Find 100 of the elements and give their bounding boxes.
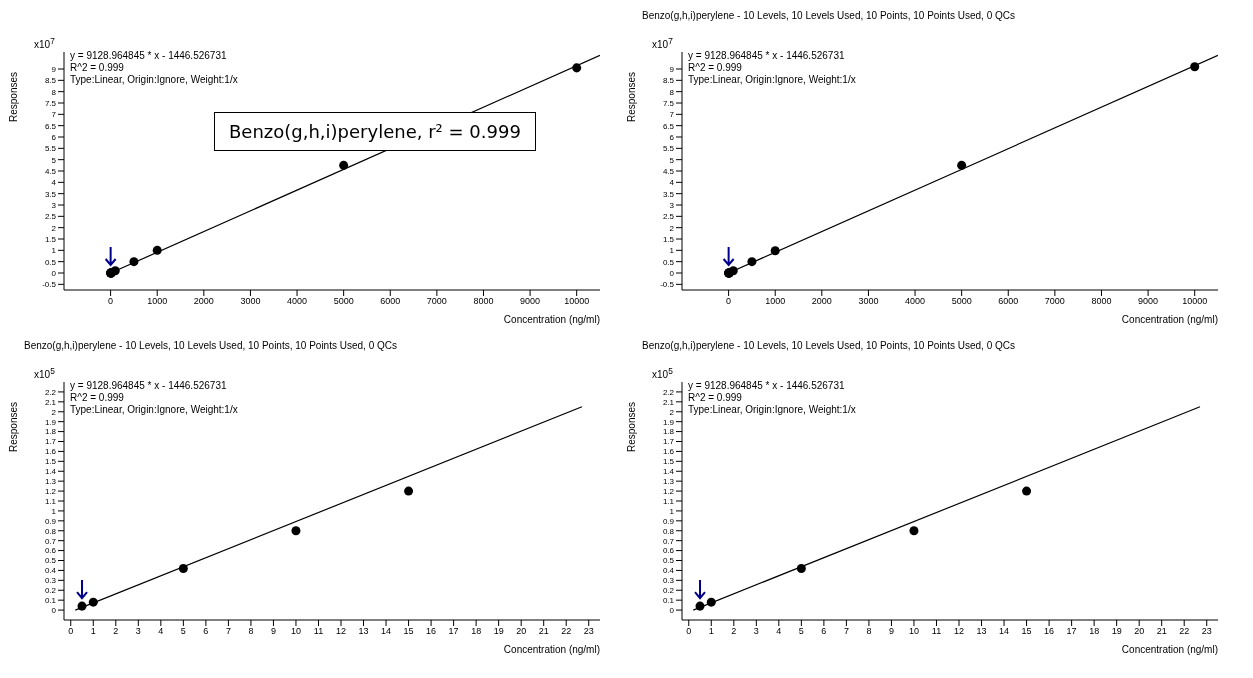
x-tick-label: 2 [731,626,737,637]
y-tick-label: 1.5 [662,234,675,244]
y-tick-label: 0.5 [44,257,57,267]
x-tick-label: 2000 [193,296,214,307]
y-tick-label: 4.5 [662,166,675,176]
x-tick-label: 13 [976,626,987,637]
text: x10$^{5}$ [34,366,55,381]
y-tick-label: 1 [51,246,57,256]
y-tick-label: 4 [51,178,57,188]
y-tick-label: 0.6 [662,546,675,556]
x-tick-label: 12 [336,626,347,637]
x-tick-label: 0 [68,626,74,637]
y-tick-label: 8.5 [44,76,57,86]
x-tick-label: 1000 [765,296,786,307]
x-axis-title: Concentration (ng/ml) [503,314,600,325]
y-axis-title: Responses [626,71,637,122]
y-tick-label: 2.5 [662,212,675,222]
x-tick-label: 4000 [905,296,926,307]
x-tick-label: 18 [471,626,482,637]
y-tick-label: 0.8 [662,526,675,536]
y-tick-label: 5.5 [662,144,675,154]
x-tick-label: 16 [1044,626,1055,637]
x-tick-label: 8000 [1091,296,1112,307]
x-tick-label: 20 [516,626,527,637]
y-tick-label: 2 [51,407,57,417]
y-tick-label: 1.9 [44,417,57,427]
y-tick-label: 1 [51,506,57,516]
y-tick-label: 3 [51,200,57,210]
y-tick-label: 0 [51,268,57,278]
x-tick-label: 22 [561,626,572,637]
x-tick-label: 7 [843,626,849,637]
x-tick-label: 3000 [240,296,261,307]
y-tick-label: 7 [51,110,57,120]
y-tick-label: 1.1 [44,496,57,506]
x-tick-label: 8000 [473,296,494,307]
y-tick-label: 2.5 [44,212,57,222]
x-tick-label: 6000 [998,296,1019,307]
y-tick-label: 9 [669,64,675,74]
y-tick-label: 2 [51,223,57,233]
x-tick-label: 0 [686,626,692,637]
y-tick-label: -0.5 [42,280,57,290]
y-tick-label: 1.8 [662,427,675,437]
y-tick-label: -0.5 [660,280,675,290]
y-tick-label: 4.5 [44,166,57,176]
y-tick-label: 5 [51,155,57,165]
y-tick-label: 6.5 [44,121,57,131]
y-tick-label: 2.2 [662,387,675,397]
x-axis-title: Concentration (ng/ml) [1121,644,1218,655]
x-tick-label: 1000 [147,296,168,307]
x-tick-label: 19 [493,626,504,637]
y-tick-label: 1 [669,246,675,256]
y-tick-label: 1.8 [44,427,57,437]
x-tick-label: 5 [798,626,804,637]
y-tick-label: 0.2 [662,586,675,596]
annotation: R^2 = 0.999 [688,62,743,74]
x-tick-label: 18 [1089,626,1100,637]
x-tick-label: 4 [776,626,782,637]
y-tick-label: 2 [669,407,675,417]
y-tick-label: 8 [51,87,57,97]
y-tick-label: 1.4 [44,467,57,477]
x-tick-label: 9 [270,626,276,637]
x-axis-title: Concentration (ng/ml) [1121,314,1218,325]
x-tick-label: 10000 [564,296,590,307]
y-tick-label: 1.5 [44,457,57,467]
x-tick-label: 21 [538,626,549,637]
y-tick-label: 0.5 [662,556,675,566]
y-tick-label: 5 [669,155,675,165]
y-tick-label: 0.9 [662,516,675,526]
x-tick-label: 1 [708,626,714,637]
y-tick-label: 1.7 [662,437,675,447]
x-tick-label: 10 [908,626,919,637]
annotation: Type:Linear, Origin:Ignore, Weight:1/x [688,74,856,86]
annotation: y = 9128.964845 * x - 1446.526731 [688,380,846,392]
y-tick-label: 1.2 [44,486,57,496]
x-tick-label: 2 [113,626,119,637]
y-axis-title: Responses [8,71,19,122]
annotation: y = 9128.964845 * x - 1446.526731 [688,50,846,62]
y-tick-label: 0.9 [44,516,57,526]
annotation: y = 9128.964845 * x - 1446.526731 [70,380,228,392]
x-tick-label: 5000 [333,296,354,307]
x-tick-label: 17 [448,626,459,637]
y-tick-label: 1.4 [662,467,675,477]
y-tick-label: 1.3 [662,477,675,487]
y-tick-label: 3.5 [662,189,675,199]
x-tick-label: 7000 [426,296,447,307]
x-tick-label: 15 [403,626,414,637]
y-tick-label: 3.5 [44,189,57,199]
y-tick-label: 8 [669,87,675,97]
y-tick-label: 1 [669,506,675,516]
x-tick-label: 5000 [951,296,972,307]
x-tick-label: 14 [999,626,1010,637]
y-tick-label: 0.3 [662,576,675,586]
y-tick-label: 6.5 [662,121,675,131]
y-tick-label: 7 [669,110,675,120]
y-tick-label: 1.3 [44,477,57,487]
x-tick-label: 19 [1111,626,1122,637]
y-tick-label: 0.4 [44,566,57,576]
x-tick-label: 17 [1066,626,1077,637]
annotation: Type:Linear, Origin:Ignore, Weight:1/x [688,404,856,416]
text: x10$^{7}$ [652,36,673,51]
